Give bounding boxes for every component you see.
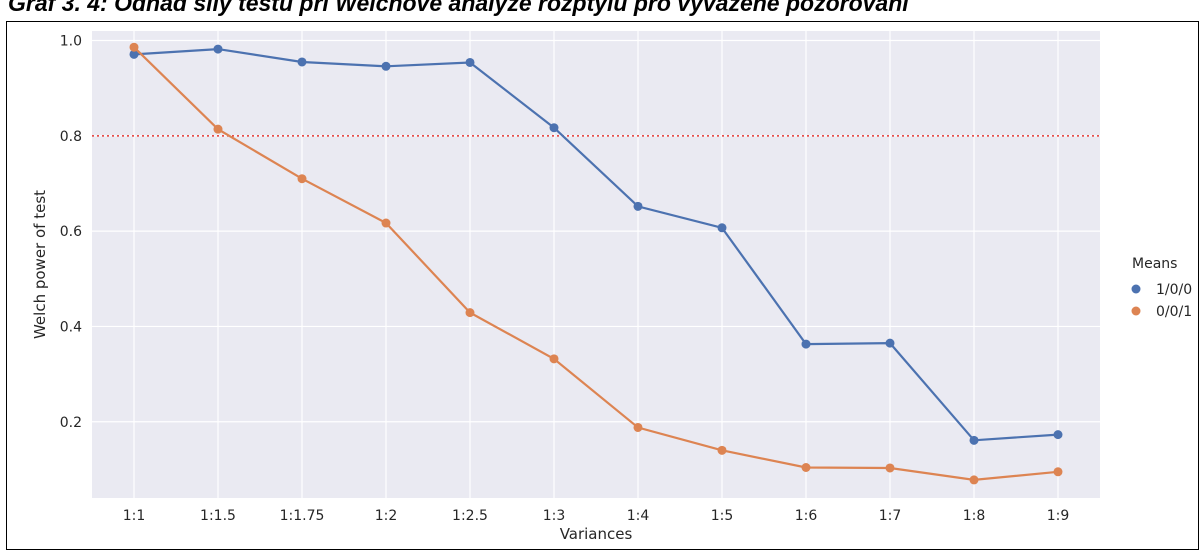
figure-caption: Graf 3. 4: Odhad síly testu při Welchově… [8, 0, 909, 16]
data-point [717, 445, 727, 455]
data-point [381, 218, 391, 228]
x-tick-label: 1:3 [543, 508, 566, 524]
series-layer [129, 42, 1063, 485]
data-point [381, 61, 391, 71]
x-tick-label: 1:4 [627, 508, 650, 524]
y-tick-label: 0.8 [60, 129, 82, 145]
data-point [633, 422, 643, 432]
plot-area [92, 31, 1100, 498]
data-point [213, 124, 223, 134]
legend-label: 0/0/1 [1156, 304, 1192, 320]
legend-marker [1131, 284, 1141, 294]
data-point [885, 463, 895, 473]
data-point [885, 338, 895, 348]
data-point [297, 174, 307, 184]
data-point [1053, 467, 1063, 477]
x-tick-label: 1:2 [375, 508, 398, 524]
legend-marker [1131, 306, 1141, 316]
series-2 [129, 42, 1063, 485]
x-tick-label: 1:8 [963, 508, 986, 524]
x-tick-label: 1:1 [123, 508, 146, 524]
series-1 [129, 44, 1063, 445]
y-tick-label: 1.0 [60, 34, 82, 50]
legend: Means 1/0/0 0/0/1 [1131, 256, 1192, 320]
x-tick-label: 1:2.5 [452, 508, 488, 524]
x-tick-label: 1:5 [711, 508, 734, 524]
x-tick-label: 1:1.75 [280, 508, 325, 524]
data-point [549, 123, 559, 133]
series-line [133, 47, 1059, 442]
y-tick-label: 0.6 [60, 224, 82, 240]
data-point [549, 354, 559, 364]
data-point [801, 463, 811, 473]
data-point [1053, 430, 1063, 440]
data-point [717, 223, 727, 233]
y-axis-label: Welch power of test [31, 190, 49, 339]
data-point [129, 42, 139, 52]
x-tick-label: 1:6 [795, 508, 818, 524]
x-tick-label: 1:7 [879, 508, 902, 524]
x-tick-labels: 1:1 1:1.5 1:1.75 1:2 1:2.5 1:3 1:4 1:5 1:6 1:7 1:8… [123, 508, 1070, 524]
data-point [801, 339, 811, 349]
data-point [969, 475, 979, 485]
data-point [969, 435, 979, 445]
legend-label: 1/0/0 [1156, 282, 1192, 298]
x-tick-label: 1:1.5 [200, 508, 236, 524]
y-tick-label: 0.2 [60, 415, 82, 431]
data-point [633, 201, 643, 211]
x-tick-label: 1:9 [1047, 508, 1070, 524]
data-point [297, 57, 307, 67]
gridlines [92, 31, 1100, 498]
legend-title: Means [1132, 256, 1177, 272]
data-point [129, 49, 139, 59]
data-point [465, 57, 475, 67]
figure-frame [6, 21, 1199, 550]
series-line [133, 46, 1059, 482]
data-point [465, 308, 475, 318]
x-axis-label: Variances [560, 525, 633, 543]
y-tick-label: 0.4 [60, 319, 82, 335]
y-tick-labels: 0.2 0.4 0.6 0.8 1.0 [60, 34, 82, 431]
data-point [213, 44, 223, 54]
